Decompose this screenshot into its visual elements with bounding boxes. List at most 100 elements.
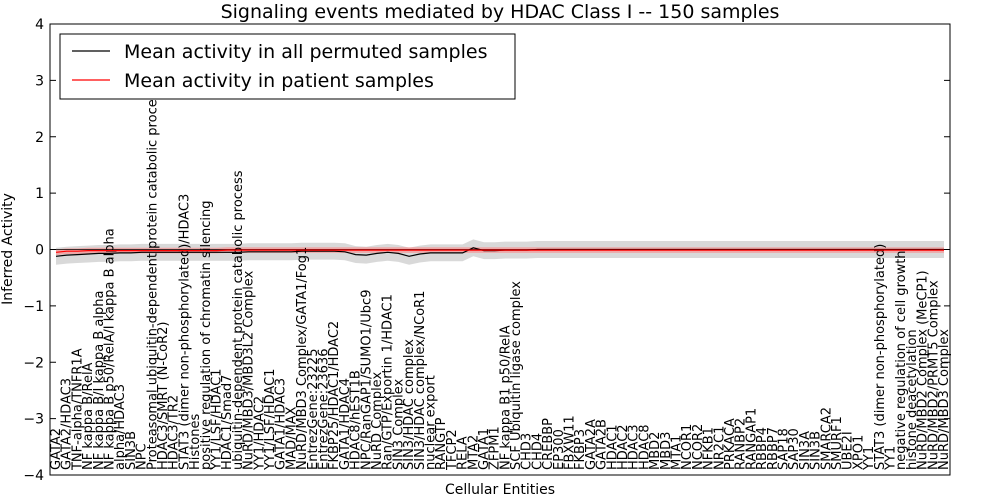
x-tick-label: ubiquitin-dependent protein catabolic pr…: [231, 170, 246, 470]
x-tick-label: SAP18: [777, 428, 792, 470]
x-tick-label: SMURF1: [830, 416, 845, 470]
x-tick-label: SIN3 Complex: [391, 378, 406, 470]
y-tick-label: 2: [35, 130, 44, 146]
series-line-patient: [55, 249, 944, 253]
x-tick-label: RANBP2: [734, 418, 749, 470]
x-tick-label: nuclear export: [423, 375, 438, 470]
y-tick-label: 4: [35, 17, 44, 33]
x-tick-label: GATA1/HDAC4: [338, 378, 353, 470]
x-tick-label: SIN3/HDAC complex/NCoR1: [413, 291, 428, 470]
x-tick-label: XPO1: [851, 435, 866, 470]
x-tick-label: NF kappa B/RelA: [81, 362, 96, 470]
x-tick-label: alpha/HDAC3: [113, 384, 128, 470]
x-tick-label: GATA1/HDAC3: [274, 378, 289, 470]
x-tick-label: SIN3B: [809, 431, 824, 470]
y-axis-label: Inferred Activity: [0, 193, 16, 305]
x-tick-label: NR2C1: [712, 426, 727, 470]
x-tick-label: MAD/MAX: [284, 406, 299, 470]
x-tick-label: histone deacetylation: [905, 329, 920, 470]
x-tick-label: HDAC1/Smad7: [220, 375, 235, 470]
x-tick-label: STAT3 (dimer non-phosphorylated): [873, 244, 888, 470]
x-tick-label: TFCP2: [445, 429, 460, 471]
x-tick-label: HDAC3/TR2: [167, 395, 182, 470]
x-tick-label: NuRD/MBD2 Complex (MeCP1): [916, 270, 931, 470]
x-tick-label: YY1/HDAC2: [252, 396, 267, 471]
x-tick-label: negative regulation of cell growth: [894, 250, 909, 470]
x-tick-label: NuRD/MBD3/MBD3L2 Complex: [242, 270, 257, 470]
x-tick-label: EntrezGene:23225: [306, 349, 321, 470]
chart-title: Signaling events mediated by HDAC Class …: [221, 1, 780, 23]
x-tick-label: HDAC8: [637, 424, 652, 470]
x-tick-label: MBD2: [648, 432, 663, 470]
x-tick-label: positive regulation of chromatin silenci…: [199, 200, 214, 470]
y-tick-label: −1: [23, 299, 44, 315]
x-tick-label: Histones: [188, 414, 203, 470]
x-tick-label: CHD3: [520, 433, 535, 470]
x-tick-label: YY1/LSF/HDAC1: [263, 369, 278, 471]
x-tick-label: NPC: [135, 443, 150, 470]
x-tick-label: NF kappa B/I kappa B alpha: [92, 291, 107, 470]
x-tick-label: ZFPM1: [488, 426, 503, 470]
x-tick-label: YY1/LSF/HDAC1: [209, 369, 224, 471]
y-tick-label: −4: [23, 468, 44, 484]
x-tick-label: NuRD/MBD3 Complex: [937, 329, 952, 470]
y-tick-label: 3: [35, 73, 44, 89]
legend: Mean activity in all permuted samples Me…: [59, 33, 516, 100]
x-tick-label: FBXW11: [563, 415, 578, 470]
x-tick-label: RANGTP: [434, 417, 449, 470]
legend-label-patient: Mean activity in patient samples: [124, 70, 434, 92]
x-tick-label: NF kappa B1 p50/RelA: [498, 325, 513, 470]
y-tick-label: 0: [35, 243, 44, 259]
x-tick-label: FKBP3: [573, 429, 588, 470]
x-tick-label: EntrezGene:23636: [316, 349, 331, 470]
x-tick-label: NCOR1: [680, 424, 695, 470]
x-axis-label: Cellular Entities: [445, 482, 555, 498]
x-tick-label: RELA: [456, 436, 471, 470]
x-tick-label: RBBP4: [755, 427, 770, 470]
x-tick-label: Ran/GTP/Exportin 1/HDAC1: [381, 294, 396, 470]
x-tick-label: NPC/RanGAP1/SUMO1/Ubc9: [359, 290, 374, 470]
x-tick-label: UBE2I: [841, 431, 856, 470]
x-tick-label: GATA2B: [595, 419, 610, 470]
x-tick-label: HDAC2: [616, 424, 631, 470]
y-tick-label: −3: [23, 412, 44, 428]
x-tick-label: SAP30: [787, 428, 802, 470]
x-tick-label: STAT3 (dimer non-phosphorylated)/HDAC3: [177, 194, 192, 470]
x-tick-label: SCF Ubiquitin ligase complex: [509, 281, 524, 470]
y-tick-label: 1: [35, 186, 44, 202]
x-tick-label: NCOR2: [691, 424, 706, 470]
x-tick-label: MTA2: [466, 435, 481, 470]
x-tick-label: FKBP25/HDAC1/HDAC2: [327, 321, 342, 470]
x-tick-label: SIN3/HDAC complex: [402, 339, 417, 470]
x-tick-label: GATA1: [477, 428, 492, 470]
x-tick-label: RANGAP1: [744, 408, 759, 470]
x-tick-label: HDAC3: [627, 424, 642, 470]
legend-label-permuted: Mean activity in all permuted samples: [124, 41, 487, 63]
x-tick-label: HDAC1: [605, 424, 620, 470]
x-tick-label: HDAC8/hEST1B: [349, 370, 364, 470]
x-tick-label: TNF-alpha/TNFR1A: [70, 348, 85, 471]
x-tick-label: NF kappa B p50/RelA/I kappa B alpha: [102, 228, 117, 470]
x-tick-label: PRKACA: [723, 418, 738, 470]
x-tick-label: SMARCA2: [819, 407, 834, 470]
x-tick-label: MTA1: [670, 435, 685, 470]
x-tick-label: CREBBP: [541, 418, 556, 470]
x-tick-label: GATA2: [49, 428, 64, 470]
x-tick-label: SIN3B: [124, 431, 139, 470]
x-tick-label: NuRD/MBD3 Complex/GATA1/Fog1: [295, 247, 310, 470]
x-tick-label: NuRD/MBD2/PRMT5 Complex: [926, 280, 941, 470]
x-tick-label: YY1: [884, 446, 899, 471]
x-tick-label: GATA2A: [584, 419, 599, 470]
legend-box: [59, 33, 516, 100]
x-tick-label: YY1: [862, 446, 877, 471]
x-tick-label: NFKB1: [702, 427, 717, 470]
x-tick-label: SIN3A: [798, 431, 813, 470]
x-tick-label: MBD3: [659, 432, 674, 470]
x-tick-label: CHD4: [530, 433, 545, 470]
y-tick-layer: 4 3 2 1 0 −1 −2 −3 −4: [23, 17, 950, 484]
x-tick-label: Proteasomal ubiquitin-dependent protein …: [145, 85, 160, 470]
series-layer: [55, 247, 944, 257]
x-tick-label: GATA2/HDAC3: [60, 378, 75, 470]
